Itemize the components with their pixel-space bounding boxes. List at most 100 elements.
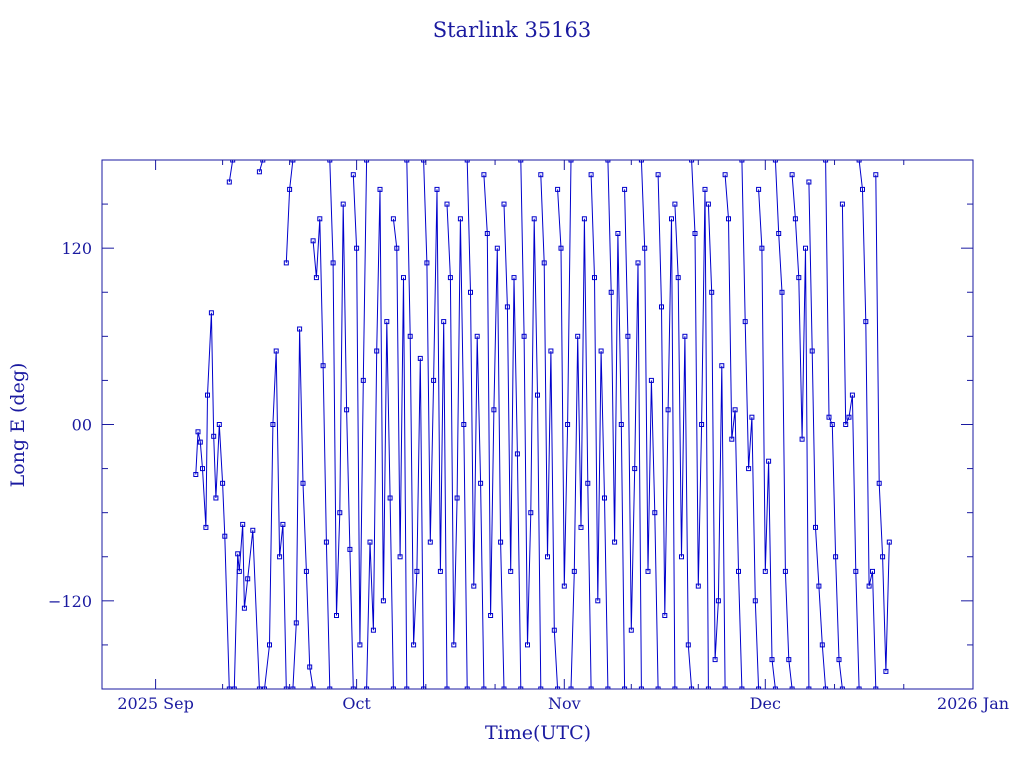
data-point bbox=[484, 231, 490, 236]
data-point bbox=[622, 686, 628, 689]
data-point bbox=[290, 160, 296, 163]
data-point bbox=[645, 568, 651, 574]
data-point bbox=[541, 260, 547, 266]
data-point bbox=[327, 160, 333, 163]
data-point bbox=[451, 642, 457, 648]
series-line-26 bbox=[657, 174, 676, 689]
data-point bbox=[699, 422, 705, 427]
data-point bbox=[474, 333, 480, 339]
series-line-39 bbox=[875, 174, 890, 672]
data-point bbox=[340, 201, 346, 207]
series-line-31 bbox=[741, 160, 760, 689]
data-point bbox=[806, 179, 812, 185]
data-point bbox=[481, 686, 487, 689]
data-point bbox=[441, 319, 447, 325]
data-point bbox=[374, 348, 380, 354]
data-point bbox=[846, 414, 852, 420]
data-point bbox=[622, 186, 628, 192]
data-point bbox=[245, 576, 251, 582]
data-point bbox=[839, 201, 845, 207]
data-point bbox=[313, 275, 319, 281]
data-point bbox=[256, 686, 262, 689]
data-point bbox=[195, 429, 201, 435]
data-point bbox=[823, 160, 829, 163]
data-point bbox=[518, 160, 524, 163]
data-point bbox=[290, 686, 296, 689]
data-point bbox=[568, 686, 574, 689]
data-point bbox=[310, 238, 316, 244]
data-point bbox=[866, 583, 872, 589]
data-point bbox=[424, 260, 430, 266]
data-point bbox=[427, 539, 433, 545]
data-point bbox=[659, 304, 664, 310]
data-point bbox=[772, 160, 778, 163]
series-line-4 bbox=[264, 350, 287, 689]
data-point bbox=[568, 160, 574, 163]
data-point bbox=[300, 480, 306, 486]
data-point bbox=[766, 458, 772, 464]
data-point bbox=[870, 568, 875, 574]
data-point bbox=[672, 686, 678, 689]
data-point bbox=[277, 554, 283, 560]
data-point bbox=[273, 348, 279, 354]
data-point bbox=[705, 686, 711, 689]
data-point bbox=[364, 686, 370, 689]
data-point bbox=[836, 657, 842, 663]
data-point bbox=[715, 598, 721, 604]
data-point bbox=[679, 554, 684, 560]
x-axis-label: Time(UTC) bbox=[485, 722, 591, 744]
data-point bbox=[226, 686, 232, 689]
data-point bbox=[360, 377, 366, 383]
ticks-layer bbox=[102, 160, 974, 689]
y-tick-label: 120 bbox=[61, 239, 92, 258]
data-point bbox=[197, 439, 203, 445]
data-point bbox=[689, 686, 695, 689]
data-point bbox=[407, 333, 413, 339]
data-point bbox=[357, 642, 363, 648]
series-line-0 bbox=[195, 312, 230, 689]
data-point bbox=[655, 172, 661, 178]
data-point bbox=[588, 172, 594, 178]
data-point bbox=[518, 686, 524, 689]
data-point bbox=[250, 527, 256, 533]
series-line-18 bbox=[520, 160, 542, 689]
data-point bbox=[635, 260, 641, 266]
data-point bbox=[447, 275, 453, 281]
series-line-19 bbox=[540, 174, 559, 689]
data-point bbox=[404, 686, 410, 689]
data-point bbox=[789, 172, 795, 178]
data-point bbox=[538, 172, 544, 178]
data-point bbox=[310, 686, 316, 689]
series-line-5 bbox=[285, 160, 294, 263]
data-point bbox=[241, 605, 247, 611]
data-point bbox=[873, 686, 879, 689]
series-line-36 bbox=[825, 160, 843, 689]
data-point bbox=[454, 495, 460, 501]
data-point bbox=[504, 304, 510, 310]
data-point bbox=[256, 169, 262, 175]
series-line-27 bbox=[674, 204, 693, 689]
data-point bbox=[732, 407, 738, 413]
data-point bbox=[231, 686, 237, 689]
y-tick-label: −120 bbox=[48, 592, 92, 611]
data-point bbox=[642, 245, 648, 251]
data-point bbox=[488, 613, 494, 618]
data-point bbox=[337, 510, 343, 516]
data-point bbox=[551, 627, 557, 633]
data-point bbox=[260, 160, 266, 163]
data-point bbox=[327, 686, 333, 689]
data-point bbox=[377, 186, 383, 192]
data-point bbox=[471, 583, 477, 589]
data-point bbox=[303, 568, 309, 574]
data-point bbox=[632, 466, 638, 472]
data-point bbox=[669, 216, 674, 222]
data-point bbox=[545, 554, 550, 560]
data-point bbox=[297, 326, 303, 332]
data-point bbox=[695, 583, 701, 589]
data-point bbox=[605, 160, 611, 163]
data-point bbox=[578, 524, 584, 530]
data-point bbox=[193, 472, 199, 477]
data-point bbox=[665, 407, 671, 413]
data-point bbox=[367, 539, 373, 545]
data-point bbox=[813, 524, 818, 530]
